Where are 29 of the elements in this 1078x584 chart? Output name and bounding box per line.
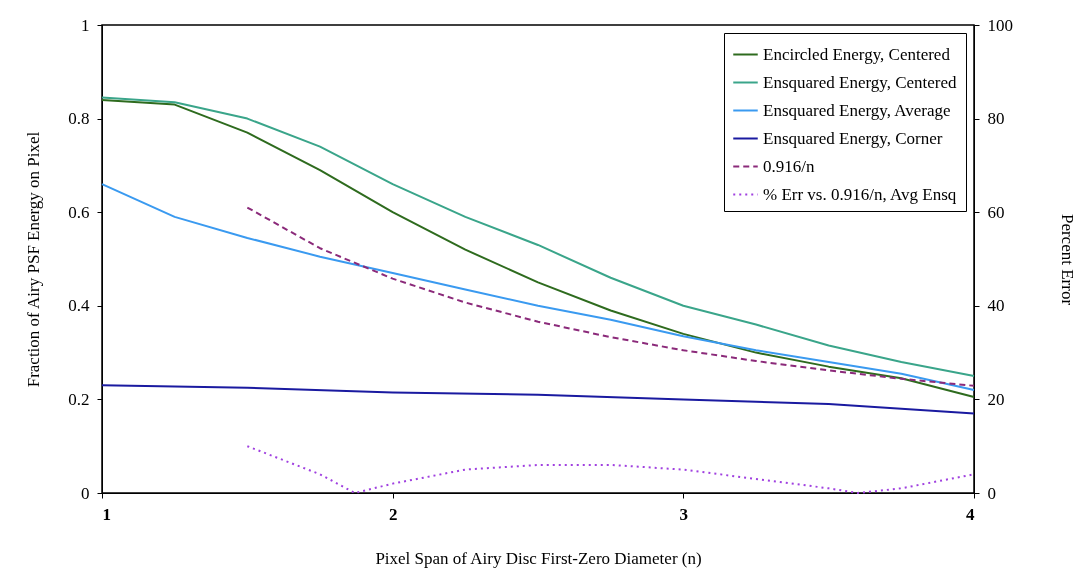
y2-tick-label: 80 — [987, 109, 1005, 129]
line-series — [101, 183, 975, 392]
x-axis-title: Pixel Span of Airy Disc First-Zero Diameter (n) — [375, 548, 702, 568]
y-tick-label: 0.4 — [68, 296, 90, 316]
line-series — [246, 206, 975, 387]
y2-tick-label: 100 — [987, 15, 1013, 35]
y-tick-label: 0.2 — [68, 389, 90, 409]
y-tick-label: 1 — [81, 15, 90, 35]
x-tick-label: 3 — [679, 504, 689, 524]
legend-label: Ensquared Energy, Corner — [763, 128, 943, 148]
legend-label: Encircled Energy, Centered — [763, 44, 951, 64]
x-tick-label: 2 — [388, 504, 398, 524]
legend-label: Ensquared Energy, Centered — [763, 72, 958, 92]
legend-label: % Err vs. 0.916/n, Avg Ensq — [763, 184, 957, 204]
line-series — [246, 445, 975, 494]
legend-label: Ensquared Energy, Average — [763, 100, 951, 120]
y-axis-title: Fraction of Airy PSF Energy on Pixel — [24, 131, 44, 388]
y2-tick-label: 20 — [987, 389, 1005, 409]
y2-tick-label: 40 — [987, 296, 1005, 316]
y2-tick-label: 0 — [987, 483, 996, 503]
x-tick-label: 1 — [102, 504, 111, 524]
y-tick-label: 0.8 — [68, 109, 90, 129]
legend-label: 0.916/n — [763, 156, 815, 176]
line-series — [101, 384, 975, 415]
y-tick-label: 0.6 — [68, 202, 90, 222]
y2-tick-label: 60 — [987, 202, 1005, 222]
x-tick-label: 4 — [966, 504, 975, 524]
y-tick-label: 0 — [81, 483, 90, 503]
y2-axis-title: Percent Error — [1058, 213, 1077, 306]
